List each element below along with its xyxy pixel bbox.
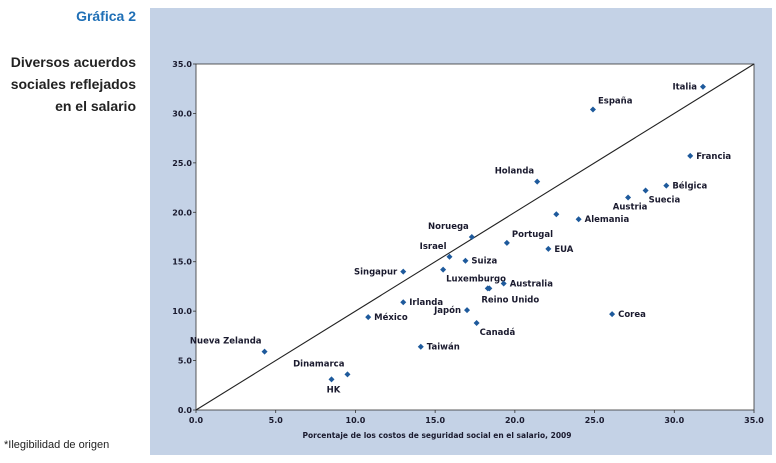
data-point [575, 216, 582, 223]
data-point [500, 280, 507, 287]
data-point-label: Reino Unido [481, 295, 539, 305]
data-point [473, 320, 480, 327]
data-point-label: Israel [420, 242, 447, 252]
data-point [642, 187, 649, 194]
data-point [328, 376, 335, 383]
data-point [553, 211, 560, 218]
x-tick-label: 0.0 [189, 416, 204, 425]
data-point [534, 178, 541, 185]
y-tick-label: 15.0 [172, 258, 192, 267]
data-point-label: Holanda [495, 167, 535, 177]
data-point [468, 234, 475, 240]
data-point-label: Japón [433, 305, 461, 316]
data-point [545, 245, 552, 252]
y-tick-label: 20.0 [172, 208, 192, 217]
data-point-label: Taiwán [427, 343, 460, 353]
data-point-label: Luxemburgo [446, 275, 506, 285]
data-point-label: HK [327, 385, 341, 395]
data-point [589, 106, 596, 113]
x-tick-label: 25.0 [585, 416, 605, 425]
data-point-label: Suecia [649, 196, 681, 206]
data-point-label: Suiza [471, 257, 497, 267]
data-point-label: España [598, 96, 633, 106]
chart-title-line: sociales reflejados [10, 76, 136, 92]
x-tick-label: 20.0 [505, 416, 525, 425]
chart-title-line: en el salario [55, 98, 136, 114]
data-point-label: Alemania [585, 215, 630, 225]
x-tick-label: 30.0 [664, 416, 684, 425]
data-point [503, 239, 510, 246]
data-point-label: EUA [554, 245, 573, 255]
data-point-label: México [374, 312, 408, 323]
data-point [699, 83, 706, 90]
data-point [400, 299, 407, 306]
data-point [261, 348, 268, 355]
data-point-label: Corea [618, 310, 646, 320]
data-point [486, 285, 493, 292]
data-point [417, 343, 424, 350]
data-point-label: Bélgica [672, 181, 707, 192]
x-tick-label: 10.0 [346, 416, 366, 425]
data-point [663, 182, 670, 189]
y-tick-label: 25.0 [172, 159, 192, 168]
data-point-label: Australia [510, 279, 554, 289]
y-tick-label: 0.0 [178, 406, 193, 415]
y-tick-label: 30.0 [172, 109, 192, 118]
data-point [462, 257, 469, 264]
chart-title: Diversos acuerdos sociales reflejados en… [0, 51, 136, 117]
data-point-label: Irlanda [409, 298, 443, 308]
x-tick-label: 15.0 [425, 416, 445, 425]
reference-line [195, 63, 755, 411]
x-tick-label: 5.0 [269, 416, 284, 425]
data-point-label: Singapur [354, 268, 398, 278]
data-point [440, 266, 447, 273]
data-point-label: Austria [613, 202, 648, 212]
data-point [446, 253, 453, 260]
data-point [464, 307, 471, 314]
y-tick-label: 5.0 [178, 357, 193, 366]
footnote: *Ilegibilidad de origen [4, 439, 110, 451]
sidebar: Gráfica 2 Diversos acuerdos sociales ref… [0, 0, 146, 463]
data-point-label: Noruega [428, 222, 469, 232]
data-point [344, 371, 351, 378]
data-point-label: Nueva Zelanda [190, 337, 262, 347]
data-point [625, 194, 632, 201]
data-point [365, 314, 372, 321]
data-point-label: Portugal [512, 230, 553, 240]
data-point-label: Dinamarca [293, 359, 345, 369]
y-tick-label: 35.0 [172, 60, 192, 69]
data-point-label: Francia [696, 152, 731, 162]
chart-panel: 0.0 5.0 10.0 15.0 20.0 25.0 30.0 35.0 0.0 5.0 10.0… [150, 8, 772, 455]
data-point-label: Italia [672, 83, 697, 93]
x-tick-label: 35.0 [744, 416, 764, 425]
data-point-label: Canadá [480, 328, 516, 338]
chart-title-line: Diversos acuerdos [10, 54, 136, 70]
data-point [400, 268, 407, 275]
data-point [687, 152, 694, 159]
y-tick-label: 10.0 [172, 307, 192, 316]
data-point [609, 311, 616, 318]
x-axis-title: Porcentaje de los costos de seguridad so… [303, 431, 572, 440]
scatter-plot: 0.0 5.0 10.0 15.0 20.0 25.0 30.0 35.0 0.0 5.0 10.0… [172, 60, 764, 440]
chart-number-label: Gráfica 2 [76, 8, 136, 24]
